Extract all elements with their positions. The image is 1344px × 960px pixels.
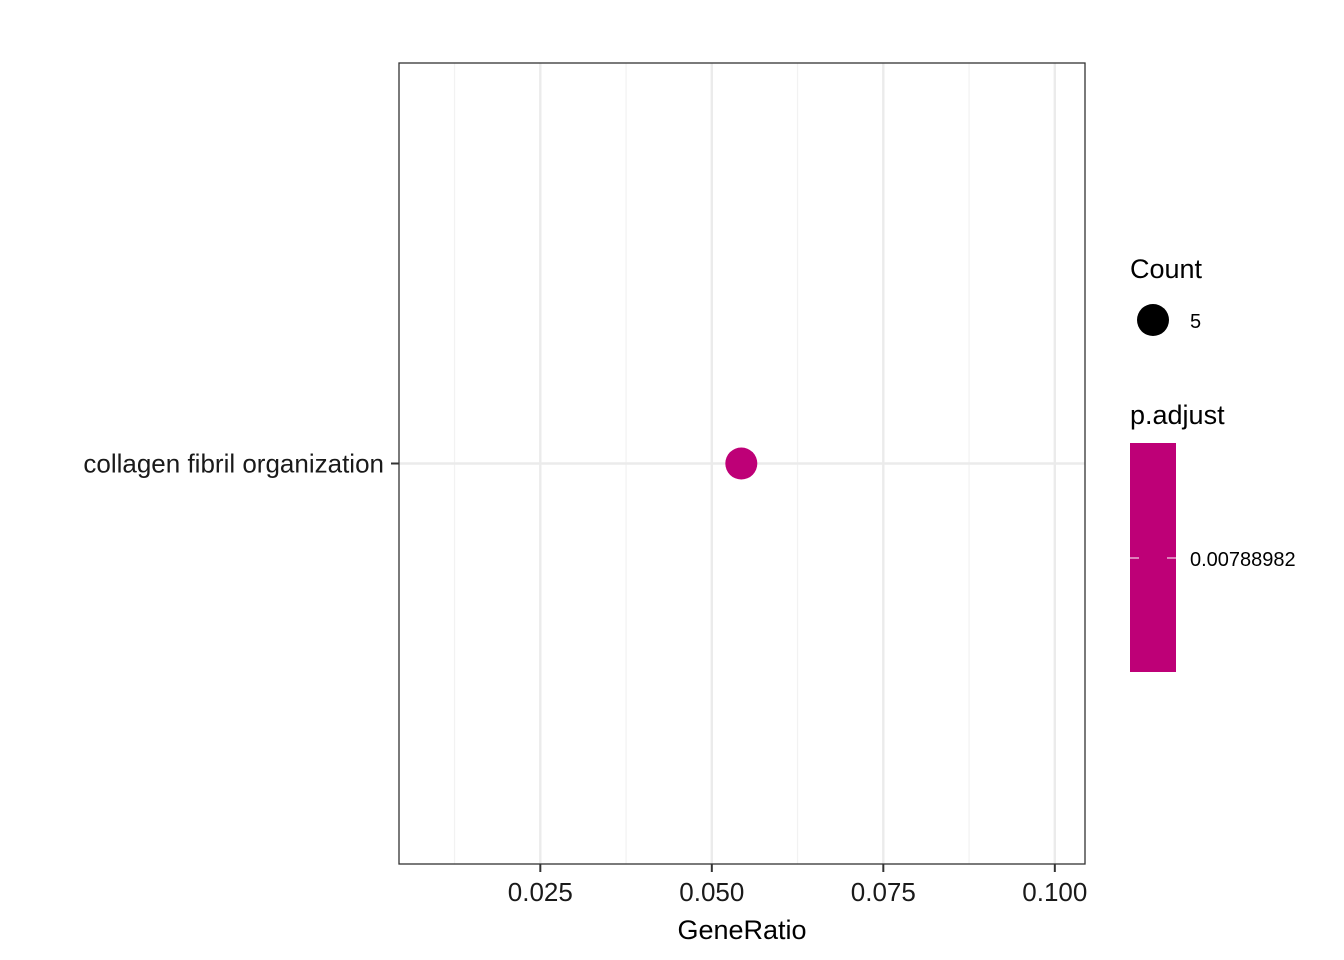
- x-tick-label: 0.100: [1022, 877, 1087, 907]
- legend-p-adjust-title: p.adjust: [1130, 400, 1225, 430]
- y-tick-label: collagen fibril organization: [83, 449, 384, 479]
- data-point: [725, 447, 758, 480]
- legend-count-title: Count: [1130, 254, 1203, 284]
- x-tick-label: 0.050: [679, 877, 744, 907]
- data-points: [725, 447, 758, 480]
- x-tick-label: 0.075: [851, 877, 916, 907]
- x-tick-label: 0.025: [508, 877, 573, 907]
- x-axis: 0.025 0.050 0.075 0.100: [508, 864, 1087, 907]
- legend-p-adjust-label: 0.00788982: [1190, 549, 1296, 571]
- legend-p-adjust: p.adjust 0.00788982: [1130, 400, 1296, 672]
- legend-count: Count 5: [1130, 254, 1203, 336]
- y-axis: collagen fibril organization: [83, 449, 399, 479]
- x-axis-title: GeneRatio: [677, 915, 806, 945]
- legend-count-label: 5: [1190, 311, 1201, 333]
- legend-count-key: [1137, 304, 1169, 336]
